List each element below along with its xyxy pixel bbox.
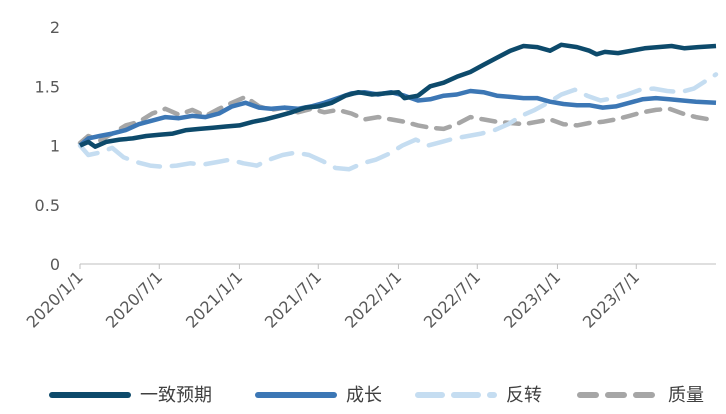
series-layer <box>77 42 719 172</box>
x-tick-label: 2020/7/1 <box>102 267 166 331</box>
legend: 一致预期 成长 反转 质量 <box>49 385 704 406</box>
y-tick-label: 0 <box>50 255 60 274</box>
legend-label-2: 反转 <box>506 385 542 406</box>
series-line-0 <box>79 42 717 149</box>
x-tick-label: 2021/7/1 <box>261 267 325 331</box>
x-tick-label: 2023/7/1 <box>579 267 643 331</box>
y-tick-label: 0.5 <box>35 196 60 215</box>
x-tick-label: 2022/1/1 <box>341 267 405 331</box>
series-line-3 <box>77 94 719 146</box>
y-tick-label: 1.5 <box>35 77 60 96</box>
y-tick-label: 2 <box>50 18 60 37</box>
legend-label-0: 一致预期 <box>140 385 212 406</box>
x-tick-label: 2020/1/1 <box>23 267 87 331</box>
x-axis-ticks: 2020/1/1 2020/7/1 2021/1/1 2021/7/1 2022/1/1… <box>23 264 643 332</box>
x-tick-label: 2021/1/1 <box>182 267 246 331</box>
legend-label-1: 成长 <box>346 385 382 406</box>
x-tick-label: 2022/7/1 <box>420 267 484 331</box>
series-line-2 <box>77 72 719 172</box>
series-line-1 <box>78 88 717 148</box>
y-axis-ticks: 0 0.5 1 1.5 2 <box>35 18 60 274</box>
legend-label-3: 质量 <box>668 385 704 406</box>
y-tick-label: 1 <box>50 137 60 156</box>
x-tick-label: 2023/1/1 <box>500 267 564 331</box>
